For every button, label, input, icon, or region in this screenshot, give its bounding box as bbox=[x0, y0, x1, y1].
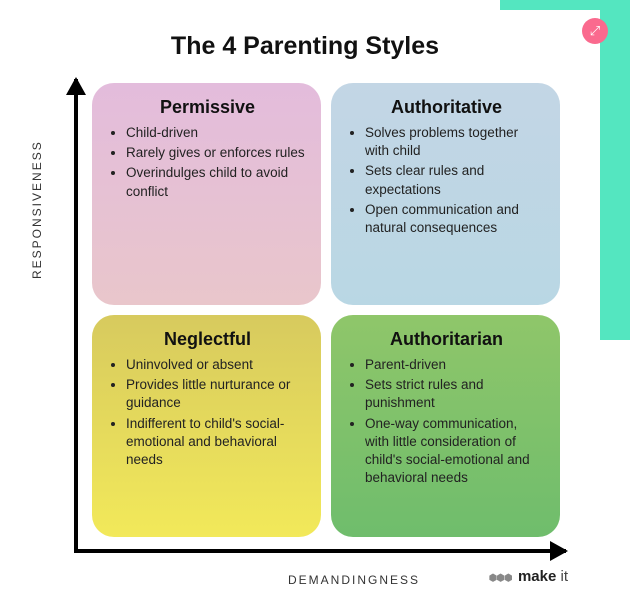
quadrant-authoritarian: Authoritarian Parent-driven Sets strict … bbox=[331, 315, 560, 537]
bullet: Sets strict rules and punishment bbox=[365, 376, 544, 412]
bullet: Indifferent to child's social-emotional … bbox=[126, 415, 305, 470]
x-axis-arrow bbox=[74, 549, 566, 553]
quadrant-title: Authoritarian bbox=[349, 329, 544, 350]
page-title: The 4 Parenting Styles bbox=[38, 32, 572, 61]
infographic-card: The 4 Parenting Styles RESPONSIVENESS DE… bbox=[10, 10, 600, 605]
quadrant-bullets: Uninvolved or absent Provides little nur… bbox=[110, 356, 305, 469]
quadrant-neglectful: Neglectful Uninvolved or absent Provides… bbox=[92, 315, 321, 537]
bullet: Uninvolved or absent bbox=[126, 356, 305, 374]
bullet: Solves problems together with child bbox=[365, 124, 544, 160]
quadrant-chart: RESPONSIVENESS DEMANDINGNESS Permissive … bbox=[38, 79, 572, 589]
quadrant-permissive: Permissive Child-driven Rarely gives or … bbox=[92, 83, 321, 305]
expand-icon: ⤢ bbox=[590, 23, 600, 39]
brand-prefix: make bbox=[518, 568, 556, 585]
bullet: Parent-driven bbox=[365, 356, 544, 374]
y-axis-arrow bbox=[74, 79, 78, 553]
quadrant-bullets: Parent-driven Sets strict rules and puni… bbox=[349, 356, 544, 488]
nbc-peacock-icon: ⬢⬢⬢ bbox=[489, 573, 512, 584]
bullet: Child-driven bbox=[126, 124, 305, 142]
y-axis-label: RESPONSIVENESS bbox=[30, 140, 44, 279]
bullet: Sets clear rules and expectations bbox=[365, 162, 544, 198]
bullet: Rarely gives or enforces rules bbox=[126, 144, 305, 162]
quadrant-title: Permissive bbox=[110, 97, 305, 118]
quadrant-bullets: Solves problems together with child Sets… bbox=[349, 124, 544, 237]
quadrant-title: Authoritative bbox=[349, 97, 544, 118]
bullet: Open communication and natural consequen… bbox=[365, 201, 544, 237]
quadrant-title: Neglectful bbox=[110, 329, 305, 350]
x-axis-label: DEMANDINGNESS bbox=[288, 573, 420, 587]
bullet: Provides little nurturance or guidance bbox=[126, 376, 305, 412]
expand-button[interactable]: ⤢ bbox=[582, 18, 608, 44]
quadrant-bullets: Child-driven Rarely gives or enforces ru… bbox=[110, 124, 305, 201]
bullet: Overindulges child to avoid conflict bbox=[126, 164, 305, 200]
brand-logo: ⬢⬢⬢ make it bbox=[489, 568, 568, 585]
quadrant-authoritative: Authoritative Solves problems together w… bbox=[331, 83, 560, 305]
quadrant-grid: Permissive Child-driven Rarely gives or … bbox=[92, 83, 560, 537]
brand-suffix: it bbox=[561, 568, 569, 585]
bullet: One-way communication, with little consi… bbox=[365, 415, 544, 488]
